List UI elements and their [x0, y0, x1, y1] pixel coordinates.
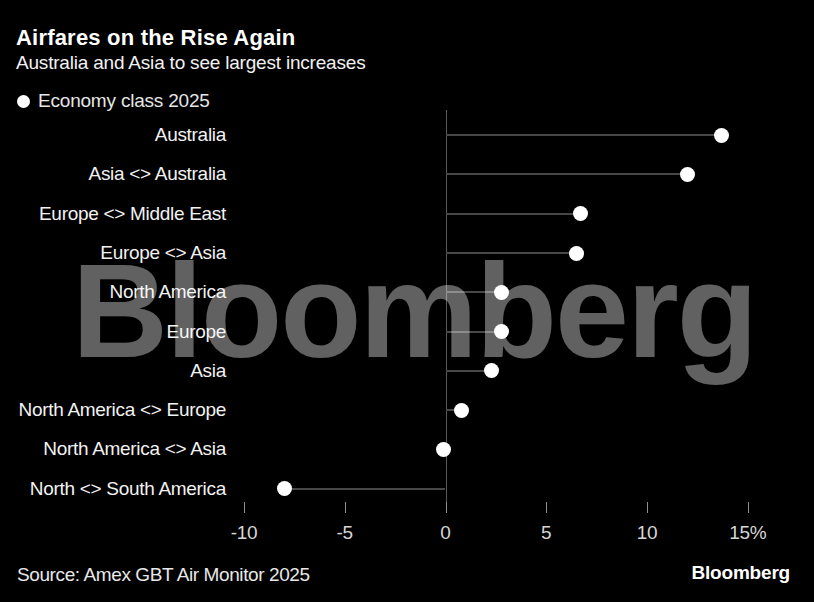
category-label: North America <> Asia: [0, 438, 226, 460]
data-point-dot: [573, 206, 588, 221]
data-point-dot: [277, 481, 292, 496]
data-point-dot: [494, 285, 509, 300]
x-axis-tick: [748, 502, 749, 513]
x-axis-tick: [446, 502, 447, 513]
data-point-dot: [494, 324, 509, 339]
data-point-dot: [484, 363, 499, 378]
data-point-dot: [714, 128, 729, 143]
x-axis-tick-label: -5: [313, 522, 377, 544]
category-label: North America <> Europe: [0, 399, 226, 421]
lollipop-stem: [446, 173, 688, 175]
lollipop-stem: [284, 488, 445, 490]
x-axis-tick: [647, 502, 648, 513]
x-axis-tick-label: 0: [414, 522, 478, 544]
category-label: Asia: [0, 360, 226, 382]
category-label: Australia: [0, 124, 226, 146]
x-axis-tick: [244, 502, 245, 513]
x-axis-tick-label: 5: [514, 522, 578, 544]
x-axis-tick-label: 15%: [716, 522, 780, 544]
bloomberg-logo: Bloomberg: [692, 562, 790, 584]
category-label: Europe: [0, 321, 226, 343]
lollipop-stem: [446, 252, 577, 254]
x-axis-tick: [345, 502, 346, 513]
chart-frame: Airfares on the Rise Again Australia and…: [0, 0, 814, 602]
lollipop-stem: [446, 213, 581, 215]
category-label: North <> South America: [0, 478, 226, 500]
x-axis-tick-label: -10: [212, 522, 276, 544]
data-point-dot: [680, 167, 695, 182]
category-label: North America: [0, 281, 226, 303]
data-point-dot: [454, 403, 469, 418]
category-label: Europe <> Asia: [0, 242, 226, 264]
category-label: Europe <> Middle East: [0, 203, 226, 225]
plot-area: Australia Asia <> Australia Europe <> Midd…: [0, 0, 814, 602]
data-point-dot: [436, 442, 451, 457]
lollipop-stem: [446, 134, 722, 136]
x-axis-tick: [546, 502, 547, 513]
data-point-dot: [569, 246, 584, 261]
category-label: Asia <> Australia: [0, 163, 226, 185]
source-note: Source: Amex GBT Air Monitor 2025: [17, 564, 310, 586]
x-axis-tick-label: 10: [615, 522, 679, 544]
